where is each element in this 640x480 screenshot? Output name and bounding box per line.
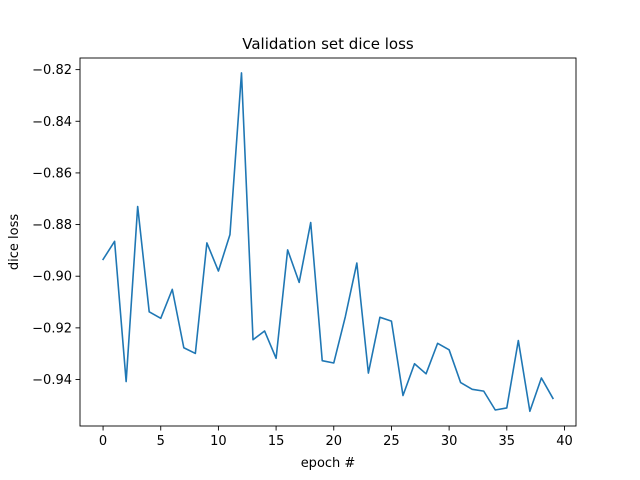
x-tick-label: 5	[157, 434, 165, 449]
x-tick-label: 10	[210, 434, 227, 449]
x-tick-label: 15	[268, 434, 285, 449]
y-tick-label: −0.86	[32, 166, 72, 181]
x-tick-label: 35	[499, 434, 516, 449]
plot-area-frame	[79, 57, 577, 427]
y-tick-label: −0.82	[32, 63, 72, 78]
y-tick-label: −0.84	[32, 115, 72, 130]
x-tick-label: 30	[441, 434, 458, 449]
x-tick-label: 20	[325, 434, 342, 449]
x-axis-label: epoch #	[301, 456, 356, 471]
y-tick-label: −0.88	[32, 218, 72, 233]
y-axis-ticks: −0.94 −0.92 −0.90 −0.88 −0.86 −0.84 −0.82	[32, 63, 80, 388]
y-tick-label: −0.94	[32, 373, 72, 388]
x-tick-label: 0	[99, 434, 107, 449]
y-tick-label: −0.90	[32, 270, 72, 285]
y-tick-label: −0.92	[32, 321, 72, 336]
x-tick-label: 25	[383, 434, 400, 449]
x-axis-ticks: 0 5 10 15 20 25 30 35 40	[99, 426, 573, 449]
dice-loss-line	[101, 72, 555, 413]
chart-title: Validation set dice loss	[242, 35, 414, 53]
y-axis-label: dice loss	[7, 214, 22, 270]
x-tick-label: 40	[556, 434, 573, 449]
